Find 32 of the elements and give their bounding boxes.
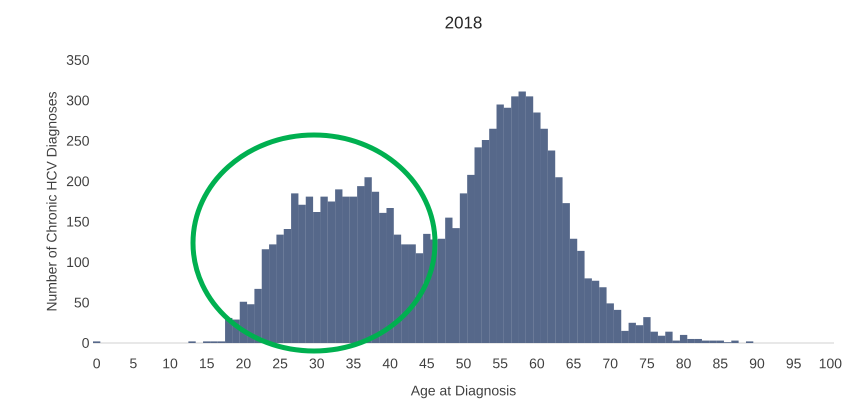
x-tick-label: 85 bbox=[713, 358, 728, 368]
x-tick-label: 35 bbox=[346, 358, 361, 368]
x-tick-label: 5 bbox=[130, 358, 137, 368]
x-tick-label: 15 bbox=[200, 358, 214, 368]
x-tick-label: 10 bbox=[163, 358, 178, 368]
y-tick-label: 0 bbox=[82, 338, 89, 348]
x-tick-label: 50 bbox=[456, 358, 471, 368]
x-tick-label: 55 bbox=[492, 358, 508, 368]
x-tick-label: 80 bbox=[676, 358, 691, 368]
x-axis-title: Age at Diagnosis bbox=[410, 385, 516, 398]
x-tick-label: 20 bbox=[236, 358, 251, 368]
x-tick-label: 95 bbox=[786, 358, 801, 368]
y-tick-label: 200 bbox=[66, 176, 89, 186]
x-tick-label: 60 bbox=[530, 358, 544, 368]
chart-title: 2018 bbox=[446, 16, 482, 29]
x-tick-label: 90 bbox=[750, 358, 764, 368]
x-tick-label: 70 bbox=[603, 358, 618, 368]
x-tick-label: 65 bbox=[566, 358, 581, 368]
y-tick-label: 250 bbox=[66, 136, 89, 146]
x-tick-label: 100 bbox=[820, 358, 842, 368]
y-axis-title: Number of Chronic HCV Diagnoses bbox=[46, 92, 60, 310]
x-tick-label: 25 bbox=[273, 358, 288, 368]
x-tick-label: 45 bbox=[419, 358, 434, 368]
x-tick-label: 30 bbox=[310, 358, 324, 368]
y-tick-label: 300 bbox=[66, 95, 89, 106]
y-tick-label: 50 bbox=[74, 298, 89, 308]
y-tick-label: 350 bbox=[66, 55, 89, 65]
y-tick-label: 100 bbox=[67, 257, 89, 268]
x-tick-label: 0 bbox=[93, 358, 100, 368]
x-tick-label: 75 bbox=[640, 358, 654, 368]
x-tick-label: 40 bbox=[382, 358, 398, 368]
y-tick-label: 150 bbox=[67, 216, 89, 227]
